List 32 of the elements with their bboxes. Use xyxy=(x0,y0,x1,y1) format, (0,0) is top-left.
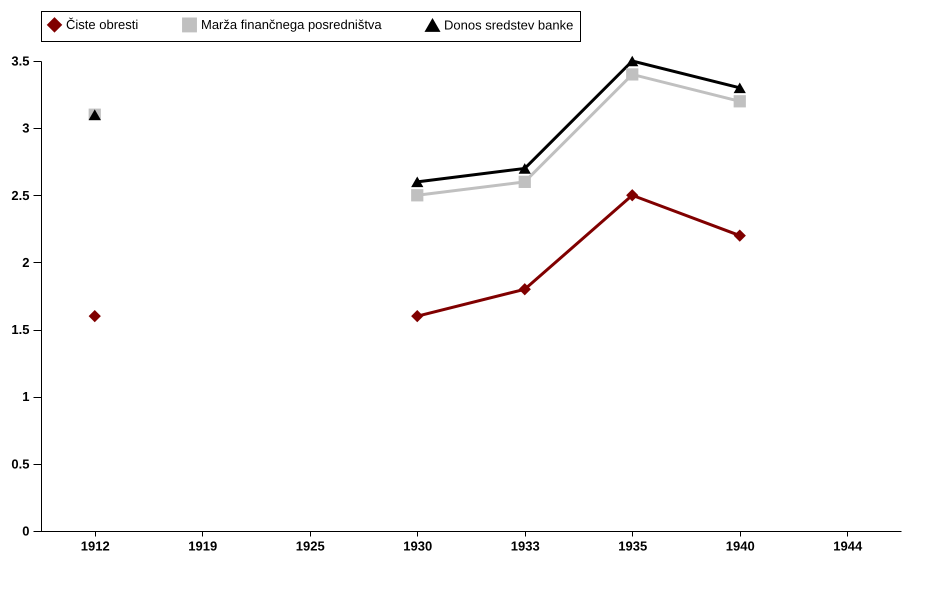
point xyxy=(734,82,746,94)
x-tick-label: 1940 xyxy=(726,538,755,554)
x-tick-label: 1925 xyxy=(296,538,325,554)
point xyxy=(411,176,424,188)
point xyxy=(411,310,424,322)
legend-label: Donos sredstev banke xyxy=(444,17,574,32)
point xyxy=(88,310,101,322)
y-tick-label: 0 xyxy=(22,524,30,538)
y-tick-label: 0.5 xyxy=(11,456,30,472)
x-tick-label: 1930 xyxy=(403,538,432,554)
y-tick-label: 2 xyxy=(22,254,30,270)
y-tick-label: 3.5 xyxy=(11,54,30,68)
point xyxy=(626,56,638,66)
point xyxy=(734,229,746,242)
x-tick-label: 1944 xyxy=(833,538,863,554)
point xyxy=(411,189,424,202)
y-tick-label: 3 xyxy=(22,120,30,136)
y-tick-label: 1 xyxy=(22,389,30,404)
point xyxy=(518,283,531,296)
point xyxy=(626,189,638,202)
point xyxy=(518,163,531,174)
legend-label: Marža finančnega posredništva xyxy=(201,16,382,32)
x-tick-label: 1933 xyxy=(510,538,540,554)
point xyxy=(518,176,531,188)
legend-label: Čiste obresti xyxy=(66,16,138,32)
x-tick-label: 1935 xyxy=(618,538,648,554)
point xyxy=(626,68,638,81)
point xyxy=(734,95,746,108)
y-tick-label: 2.5 xyxy=(11,188,30,203)
y-tick-label: 1.5 xyxy=(11,322,30,338)
x-tick-label: 1912 xyxy=(80,538,110,554)
x-tick-label: 1919 xyxy=(188,538,218,554)
